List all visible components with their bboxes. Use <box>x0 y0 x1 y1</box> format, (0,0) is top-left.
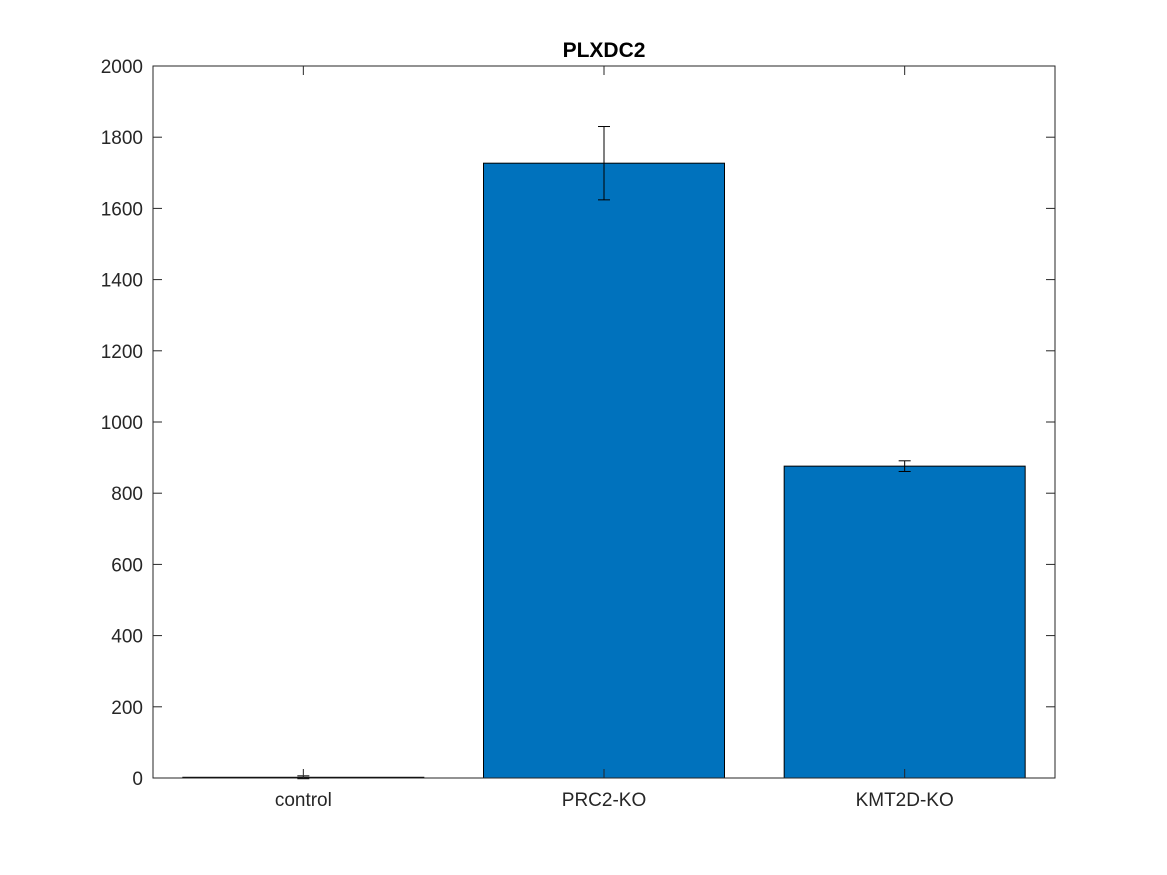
y-tick-label: 1600 <box>101 199 143 220</box>
x-tick-label: control <box>275 790 332 811</box>
y-tick-label: 2000 <box>101 57 143 78</box>
bars-layer <box>182 162 1026 779</box>
ticks-layer: 0 200 400 600 800 1000 1200 1400 1600 1800 2000 con… <box>101 57 1055 811</box>
y-tick-label: 1200 <box>101 342 143 363</box>
x-tick-label: PRC2-KO <box>562 790 646 811</box>
y-tick-label: 400 <box>111 627 143 648</box>
y-tick-label: 0 <box>132 769 143 790</box>
y-tick-label: 800 <box>111 484 143 505</box>
x-tick-label: KMT2D-KO <box>856 790 954 811</box>
y-tick-label: 200 <box>111 698 143 719</box>
y-tick-label: 1800 <box>101 128 143 149</box>
y-tick-label: 1000 <box>101 413 143 434</box>
y-tick-label: 1400 <box>101 271 143 292</box>
chart-title: PLXDC2 <box>563 39 646 62</box>
y-tick-label: 600 <box>111 555 143 576</box>
bar-PRC2-KO <box>483 162 725 779</box>
bar-KMT2D-KO <box>783 465 1026 779</box>
